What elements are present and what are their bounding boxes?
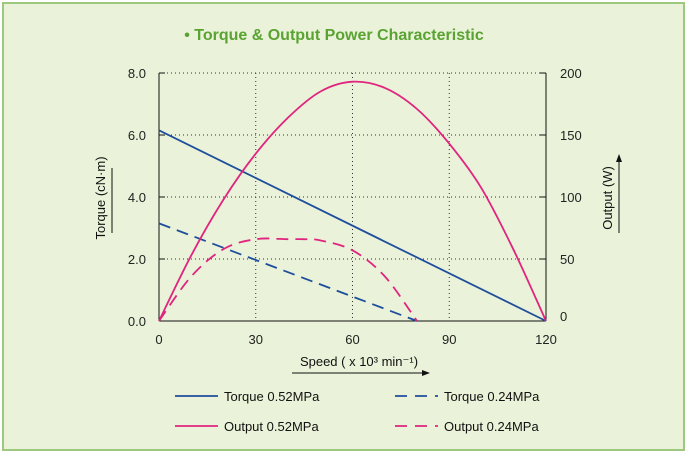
legend-label-torque-0-24mpa: Torque 0.24MPa [444,389,540,404]
legend-label-output-0-52mpa: Output 0.52MPa [224,419,319,434]
series-line-torque-0-24mpa [158,222,418,322]
y-left-tick-label: 8.0 [128,66,146,81]
y-axis-right-label: Output (W) [600,166,615,230]
x-tick-label: 60 [345,332,359,347]
y-axis-left-label: Torque (cN·m) [93,156,108,239]
x-tick-label: 30 [249,332,263,347]
y-right-tick-label: 150 [560,128,582,143]
series-line-output-0-24mpa [158,237,418,322]
y-left-tick-label: 2.0 [128,252,146,267]
y-left-tick-label: 4.0 [128,190,146,205]
grid-lines [159,72,546,321]
series-line-torque-0-52mpa [158,129,547,322]
legend: Torque 0.52MPa Torque 0.24MPa Output 0.52M… [175,389,540,434]
axes [158,72,547,322]
x-tick-label: 90 [442,332,456,347]
series-lines [158,80,547,322]
y-left-tick-label: 0.0 [128,314,146,329]
chart-title: • Torque & Output Power Characteristic [184,27,484,44]
series-line-output-0-52mpa [158,80,547,322]
y-right-tick-label: 50 [560,252,574,267]
chart-background [2,2,685,451]
x-tick-label: 0 [155,332,162,347]
x-axis-arrowhead [422,370,430,376]
legend-label-output-0-24mpa: Output 0.24MPa [444,419,539,434]
x-tick-label: 120 [535,332,557,347]
y-axis-right-arrowhead [616,154,622,162]
y-right-tick-label: 0 [560,309,567,324]
x-axis-label: Speed ( x 10³ min⁻¹) [300,354,418,369]
legend-label-torque-0-52mpa: Torque 0.52MPa [224,389,320,404]
y-right-tick-label: 100 [560,190,582,205]
y-left-tick-label: 6.0 [128,128,146,143]
y-right-tick-label: 200 [560,66,582,81]
tick-labels: 0 30 60 90 120 0.0 2.0 4.0 6.0 8.0 0 50 100 150 200 [128,66,582,347]
